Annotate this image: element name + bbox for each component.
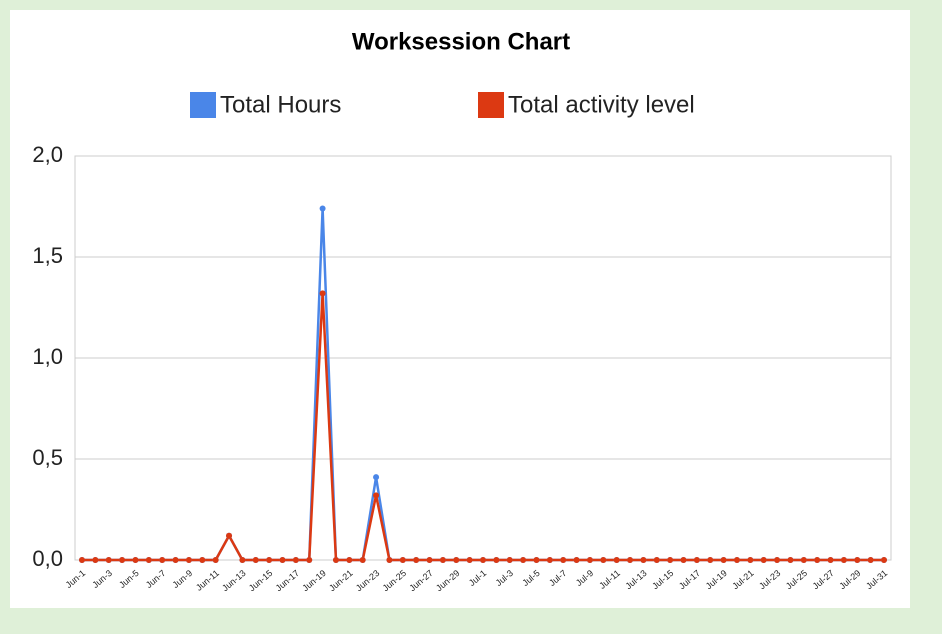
- data-point: [506, 557, 513, 563]
- data-point: [346, 557, 353, 563]
- data-point: [533, 557, 540, 563]
- data-point: [760, 557, 767, 563]
- data-point: [319, 290, 326, 297]
- data-point: [840, 557, 847, 563]
- y-tick-label: 1,0: [32, 344, 63, 369]
- data-point: [881, 557, 887, 563]
- data-point: [199, 557, 206, 563]
- data-point: [105, 557, 112, 563]
- data-point: [747, 557, 754, 563]
- data-point: [466, 557, 473, 563]
- data-point: [653, 557, 660, 563]
- data-point: [292, 557, 299, 563]
- legend-label: Total Hours: [220, 91, 341, 118]
- data-point: [720, 557, 727, 563]
- data-point: [132, 557, 139, 563]
- y-tick-label: 1,5: [32, 243, 63, 268]
- data-point: [627, 557, 634, 563]
- data-point: [159, 557, 166, 563]
- data-point: [867, 557, 874, 563]
- data-point: [119, 557, 126, 563]
- data-point: [520, 557, 527, 563]
- data-point: [226, 532, 233, 539]
- data-point: [399, 557, 406, 563]
- data-point: [386, 557, 393, 563]
- data-point: [546, 557, 553, 563]
- data-point: [733, 557, 740, 563]
- data-point: [266, 557, 273, 563]
- chart-panel: [10, 10, 910, 608]
- data-point: [787, 557, 794, 563]
- data-point: [373, 492, 380, 499]
- data-point: [586, 557, 593, 563]
- data-point: [560, 557, 567, 563]
- data-point: [79, 557, 85, 563]
- legend-label: Total activity level: [508, 91, 695, 118]
- data-point: [680, 557, 687, 563]
- chart-title: Worksession Chart: [352, 28, 570, 55]
- data-point: [439, 557, 446, 563]
- data-point: [306, 557, 313, 563]
- data-point: [252, 557, 259, 563]
- data-point: [493, 557, 500, 563]
- data-point: [319, 205, 326, 212]
- data-point: [212, 557, 219, 563]
- data-point: [92, 557, 99, 563]
- data-point: [600, 557, 607, 563]
- data-point: [279, 557, 286, 563]
- data-point: [707, 557, 714, 563]
- data-point: [373, 474, 380, 481]
- data-point: [480, 557, 486, 563]
- legend-swatch: [190, 92, 216, 118]
- y-tick-label: 0,0: [32, 546, 63, 571]
- data-point: [426, 557, 433, 563]
- data-point: [573, 557, 580, 563]
- data-point: [667, 557, 674, 563]
- data-point: [814, 557, 821, 563]
- data-point: [854, 557, 861, 563]
- data-point: [145, 557, 152, 563]
- legend-swatch: [478, 92, 504, 118]
- data-point: [693, 557, 700, 563]
- y-tick-label: 2,0: [32, 142, 63, 167]
- y-tick-label: 0,5: [32, 445, 63, 470]
- data-point: [827, 557, 834, 563]
- data-point: [640, 557, 647, 563]
- data-point: [239, 557, 246, 563]
- data-point: [774, 557, 781, 563]
- data-point: [332, 557, 339, 563]
- data-point: [185, 557, 192, 563]
- data-point: [359, 557, 366, 563]
- data-point: [413, 557, 420, 563]
- data-point: [453, 557, 460, 563]
- data-point: [800, 557, 807, 563]
- data-point: [172, 557, 179, 563]
- data-point: [613, 557, 620, 563]
